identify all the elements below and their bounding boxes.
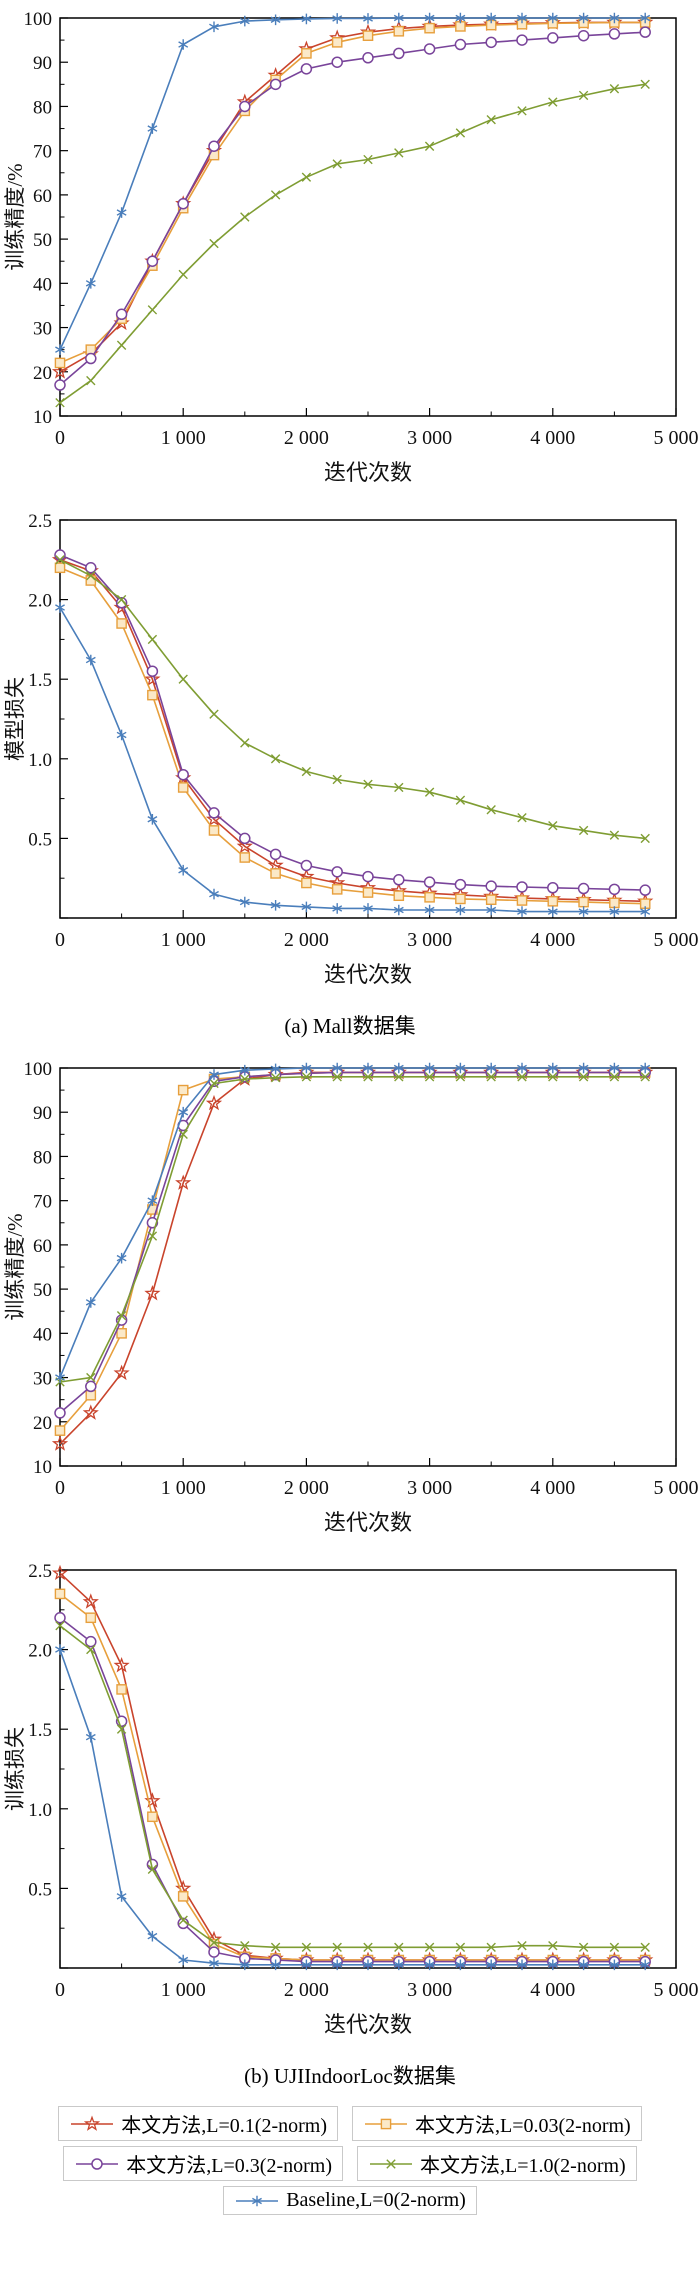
svg-text:3 000: 3 000 [407,1477,452,1499]
legend-label: 本文方法,L=0.03(2-norm) [415,2115,631,2137]
chart-uji-loss: 0 1 000 2 000 3 000 4 000 5 000 0.5 1.0 1.5 2.0 2.… [0,1558,700,2058]
svg-text:4 000: 4 000 [530,427,575,449]
svg-text:70: 70 [33,142,52,163]
chart-uji-accuracy: 0 1 000 2 000 3 000 4 000 5 000 10 20 30 40 50 60 70… [0,1056,700,1556]
svg-text:10: 10 [33,407,52,428]
svg-text:20: 20 [33,1413,52,1434]
svg-text:10: 10 [33,1457,52,1478]
svg-text:0: 0 [55,1979,65,2001]
svg-text:2.5: 2.5 [28,511,52,532]
legend-item-l0.03: 本文方法,L=0.03(2-norm) [352,2106,642,2141]
svg-text:80: 80 [33,97,52,118]
svg-text:2.0: 2.0 [28,591,52,612]
uji-loss-plot: 0 1 000 2 000 3 000 4 000 5 000 0.5 1.0 1.5 2.0 2.… [3,1561,699,2037]
svg-text:80: 80 [33,1147,52,1168]
svg-text:1.5: 1.5 [28,670,52,691]
svg-text:5 000: 5 000 [654,929,699,951]
svg-text:3 000: 3 000 [407,427,452,449]
svg-text:4 000: 4 000 [530,1477,575,1499]
legend-item-l0.1: 本文方法,L=0.1(2-norm) [58,2106,338,2141]
svg-text:100: 100 [24,1059,53,1080]
svg-text:50: 50 [33,1280,52,1301]
svg-text:迭代次数: 迭代次数 [324,1510,412,1535]
svg-text:60: 60 [33,1236,52,1257]
svg-text:0: 0 [55,427,65,449]
star-marker-icon [69,2113,115,2135]
svg-text:1 000: 1 000 [161,1979,206,2001]
svg-text:90: 90 [33,53,52,74]
svg-text:迭代次数: 迭代次数 [324,460,412,485]
legend-label: 本文方法,L=0.1(2-norm) [121,2115,327,2137]
svg-text:2.0: 2.0 [28,1641,52,1662]
mall-accuracy-plot: 0 1 000 2 000 3 000 4 000 5 000 10 20 30 40 50 60 70… [3,9,699,485]
svg-text:2 000: 2 000 [284,929,329,951]
svg-text:迭代次数: 迭代次数 [324,2012,412,2037]
svg-text:训练损失: 训练损失 [3,1727,27,1811]
legend-row: Baseline,L=0(2-norm) [0,2186,700,2215]
x-marker-icon [368,2153,414,2175]
svg-text:20: 20 [33,363,52,384]
uji-accuracy-plot: 0 1 000 2 000 3 000 4 000 5 000 10 20 30 40 50 60 70… [3,1059,699,1535]
svg-text:90: 90 [33,1103,52,1124]
legend-item-baseline: Baseline,L=0(2-norm) [223,2186,477,2215]
svg-text:1.0: 1.0 [28,750,52,771]
svg-text:1 000: 1 000 [161,427,206,449]
svg-text:2 000: 2 000 [284,1477,329,1499]
legend-item-l1.0: 本文方法,L=1.0(2-norm) [357,2146,637,2181]
svg-text:2 000: 2 000 [284,427,329,449]
svg-text:70: 70 [33,1192,52,1213]
svg-text:模型损失: 模型损失 [3,677,27,761]
circle-marker-icon [74,2153,120,2175]
svg-text:3 000: 3 000 [407,929,452,951]
caption-b: (b) UJIIndoorLoc数据集 [244,2064,456,2088]
svg-text:5 000: 5 000 [654,1477,699,1499]
legend-label: Baseline,L=0(2-norm) [286,2189,466,2211]
legend-row: 本文方法,L=0.3(2-norm) 本文方法,L=1.0(2-norm) [0,2146,700,2181]
legend-row: 本文方法,L=0.1(2-norm) 本文方法,L=0.03(2-norm) [0,2106,700,2141]
svg-text:1.5: 1.5 [28,1720,52,1741]
chart-mall-loss: 0 1 000 2 000 3 000 4 000 5 000 0.5 1.0 1.5 2.0 2.… [0,508,700,1008]
svg-text:5 000: 5 000 [654,1979,699,2001]
legend-label: 本文方法,L=0.3(2-norm) [126,2155,332,2177]
svg-text:2 000: 2 000 [284,1979,329,2001]
legend: 本文方法,L=0.1(2-norm) 本文方法,L=0.03(2-norm) 本… [0,2106,700,2234]
svg-text:0: 0 [55,929,65,951]
svg-text:迭代次数: 迭代次数 [324,962,412,987]
svg-text:3 000: 3 000 [407,1979,452,2001]
chart-mall-accuracy: 0 1 000 2 000 3 000 4 000 5 000 10 20 30 40 50 60 70… [0,6,700,506]
mall-loss-plot: 0 1 000 2 000 3 000 4 000 5 000 0.5 1.0 1.5 2.0 2.… [3,511,699,987]
legend-item-l0.3: 本文方法,L=0.3(2-norm) [63,2146,343,2181]
svg-text:1.0: 1.0 [28,1800,52,1821]
svg-text:50: 50 [33,230,52,251]
svg-text:30: 30 [33,1369,52,1390]
caption-a: (a) Mall数据集 [284,1014,416,1038]
svg-text:60: 60 [33,186,52,207]
legend-label: 本文方法,L=1.0(2-norm) [420,2155,626,2177]
svg-text:30: 30 [33,319,52,340]
svg-text:4 000: 4 000 [530,929,575,951]
svg-text:训练精度/%: 训练精度/% [3,163,27,270]
svg-text:1 000: 1 000 [161,929,206,951]
svg-text:5 000: 5 000 [654,427,699,449]
svg-text:1 000: 1 000 [161,1477,206,1499]
square-marker-icon [363,2113,409,2135]
svg-text:0: 0 [55,1477,65,1499]
svg-text:0.5: 0.5 [28,1879,52,1900]
svg-text:40: 40 [33,1324,52,1345]
svg-text:0.5: 0.5 [28,829,52,850]
svg-text:训练精度/%: 训练精度/% [3,1213,27,1320]
asterisk-marker-icon [234,2190,280,2212]
svg-text:40: 40 [33,274,52,295]
svg-text:4 000: 4 000 [530,1979,575,2001]
svg-text:2.5: 2.5 [28,1561,52,1582]
svg-text:100: 100 [24,9,53,30]
